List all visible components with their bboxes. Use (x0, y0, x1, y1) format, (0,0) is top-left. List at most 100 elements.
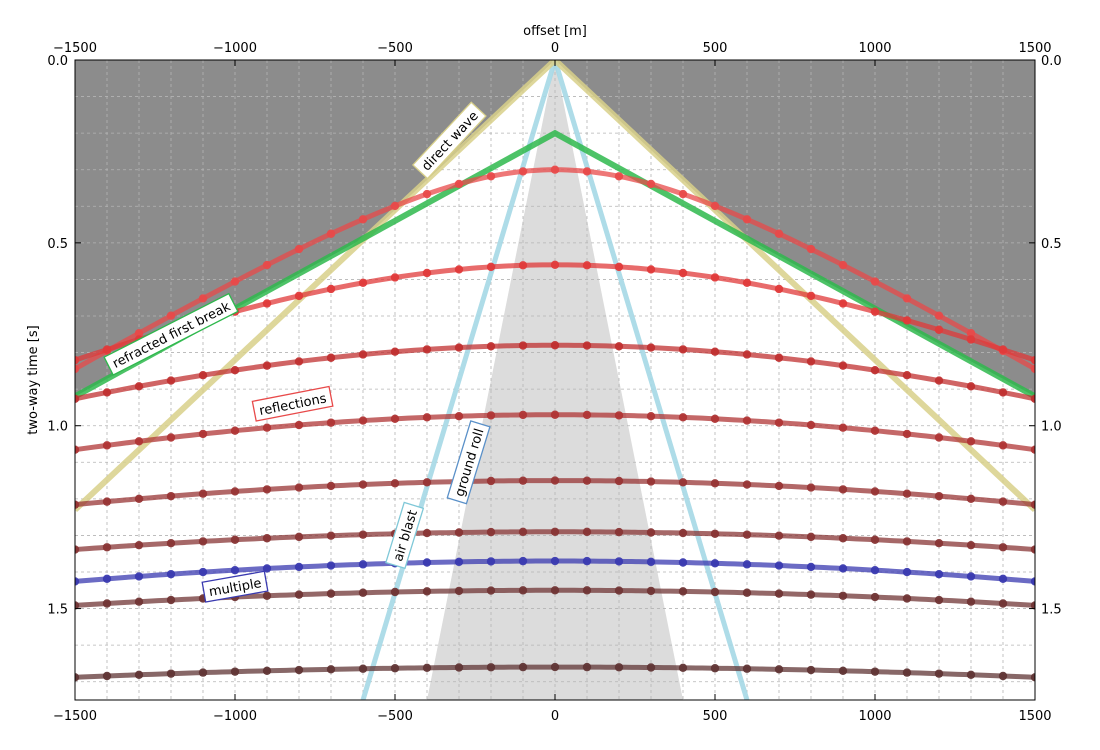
event-sample-point (422, 413, 432, 422)
event-sample-point (230, 535, 240, 544)
event-sample-point (390, 479, 400, 488)
event-sample-point (582, 527, 592, 537)
event-sample-point (998, 671, 1008, 681)
event-sample-point (230, 426, 240, 435)
event-sample-point (230, 366, 240, 375)
event-sample-point (262, 260, 272, 270)
event-sample-point (870, 426, 880, 435)
event-sample-point (998, 441, 1008, 450)
event-sample-point (742, 480, 752, 489)
event-sample-point (806, 532, 816, 542)
event-sample-point (454, 343, 464, 352)
event-sample-point (518, 662, 528, 672)
annotation-box (385, 501, 425, 570)
event-sample-point (454, 412, 464, 421)
event-sample-point (326, 481, 336, 491)
x-tick-label-bottom: 1500 (1018, 709, 1051, 724)
event-sample-point (102, 388, 112, 397)
event-sample-point (646, 477, 656, 486)
x-tick-label-top: 1000 (858, 41, 891, 56)
event-sample-point (902, 429, 912, 439)
event-sample-point (838, 564, 848, 573)
event-sample-point (934, 539, 944, 548)
event-sample-point (75, 601, 80, 610)
event-sample-point (166, 539, 176, 548)
event-sample-point (294, 532, 304, 542)
event-sample-point (902, 537, 912, 546)
event-sample-point (870, 535, 880, 544)
event-sample-point (582, 261, 592, 270)
event-sample-point (262, 299, 272, 308)
event-sample-point (1030, 445, 1035, 454)
event-sample-point (742, 530, 752, 539)
event-sample-point (870, 277, 880, 286)
event-sample-point (454, 528, 464, 537)
event-sample-point (966, 437, 976, 446)
event-sample-point (390, 664, 400, 673)
event-sample-point (966, 670, 976, 679)
event-sample-point (198, 489, 208, 498)
event-sample-point (134, 437, 144, 446)
event-sample-point (902, 489, 912, 498)
event-sample-point (550, 165, 560, 174)
annotation-box (251, 385, 334, 422)
event-sample-point (614, 527, 624, 537)
event-sample-point (806, 291, 816, 301)
y-tick-label-left: 0.0 (47, 54, 68, 69)
event-sample-point (934, 325, 944, 334)
event-sample-point (678, 587, 688, 596)
event-sample-point (934, 569, 944, 579)
event-sample-point (326, 665, 336, 674)
event-sample-point (166, 669, 176, 678)
event-sample-point (742, 560, 752, 569)
event-sample-point (294, 665, 304, 675)
y-tick-label-right: 1.5 (1041, 603, 1062, 618)
event-sample-point (134, 572, 144, 581)
event-sample-point (262, 666, 272, 675)
event-sample-point (646, 412, 656, 421)
event-sample-point (134, 670, 144, 679)
event-sample-point (870, 592, 880, 602)
event-sample-point (518, 476, 528, 485)
event-sample-point (742, 588, 752, 597)
event-sample-point (902, 294, 912, 303)
event-sample-point (646, 343, 656, 352)
event-sample-point (838, 591, 848, 600)
event-sample-point (806, 420, 816, 430)
x-tick-label-bottom: −1500 (53, 709, 97, 724)
event-sample-point (742, 215, 752, 224)
event-sample-point (614, 557, 624, 566)
event-sample-point (486, 476, 496, 486)
event-sample-point (518, 586, 528, 595)
event-sample-point (550, 476, 560, 485)
event-sample-point (646, 179, 656, 189)
event-sample-point (454, 557, 464, 567)
event-sample-point (966, 540, 976, 550)
event-sample-point (902, 371, 912, 380)
event-sample-point (614, 476, 624, 486)
reflection-event-3 (75, 341, 1035, 404)
event-sample-point (966, 494, 976, 503)
x-tick-label-bottom: 500 (703, 709, 728, 724)
event-sample-point (710, 587, 720, 597)
event-sample-point (518, 556, 528, 566)
event-sample-point (262, 534, 272, 543)
event-sample-point (806, 483, 816, 492)
event-sample-point (966, 572, 976, 581)
event-sample-point (518, 410, 528, 420)
event-sample-point (710, 201, 720, 211)
event-sample-point (870, 366, 880, 375)
event-sample-point (678, 558, 688, 567)
event-sample-point (358, 480, 368, 489)
event-sample-point (582, 556, 592, 566)
event-sample-point (614, 663, 624, 672)
event-sample-point (230, 277, 240, 286)
event-sample-point (422, 478, 432, 487)
event-sample-point (582, 341, 592, 350)
x-tick-label-top: 0 (551, 41, 559, 56)
event-sample-point (454, 663, 464, 672)
event-sample-point (198, 567, 208, 577)
y-tick-label-left: 0.5 (47, 237, 68, 252)
event-sample-point (294, 420, 304, 430)
x-tick-label-bottom: 1000 (858, 709, 891, 724)
